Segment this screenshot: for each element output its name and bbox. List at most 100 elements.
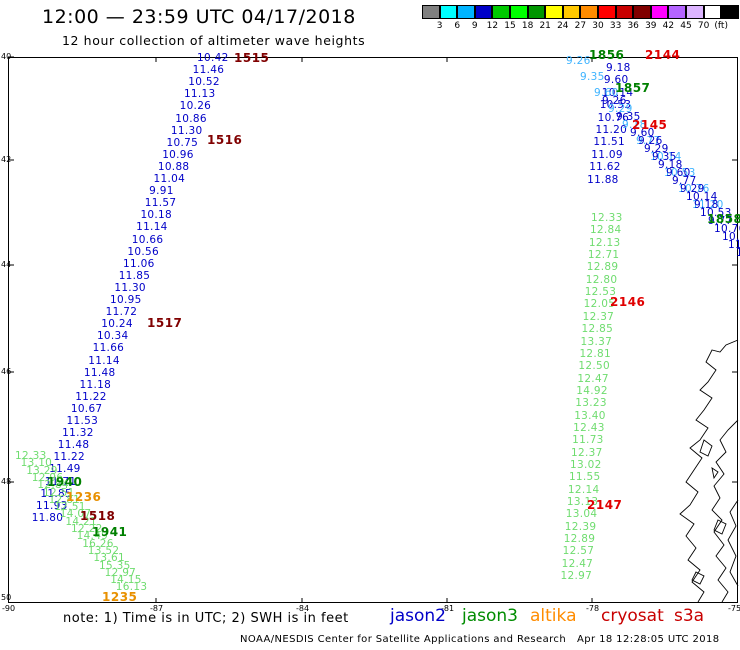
- jason2-swh-value: 11.20: [595, 124, 628, 136]
- jason2-swh-value: 10.86: [175, 112, 207, 125]
- jason2-swh-value: 11.46: [192, 64, 225, 77]
- time-label-1517: 1517: [147, 316, 183, 330]
- jason2-swh-value: 11.04: [153, 173, 186, 185]
- jason3-swh-value: 12.13: [588, 236, 621, 249]
- color-scale-labels: 3 6 9 12 15 18 21 24 27 30 33 36 39 42 45 70 (ft): [422, 21, 740, 35]
- jason2-swh-value: 9.18: [606, 62, 631, 74]
- legend-jason2: jason2: [390, 606, 446, 626]
- altika-swh-value: 12.97: [104, 566, 137, 579]
- altika-swh-value: 14.21: [65, 515, 97, 528]
- jason3-swh-value: 14.92: [576, 384, 608, 397]
- jason2-swh-value: 10.34: [96, 330, 129, 343]
- jason2-swh-value: 10.42: [197, 52, 229, 64]
- scale-label: 39: [645, 21, 657, 31]
- time-label-1518: 1518: [80, 509, 116, 523]
- track-swh-value: 9.60: [630, 127, 655, 139]
- jason2-swh-value: 11.80: [31, 511, 64, 524]
- track-swh-value: 11.20: [728, 239, 740, 251]
- jason3-swh-value: 13.23: [575, 397, 607, 410]
- scale-swatch: [439, 5, 458, 19]
- jason3-swh-value: 12.43: [573, 421, 605, 434]
- jason2-swh-value: 11.49: [49, 463, 81, 476]
- track-swh-value: 9.18: [694, 199, 719, 211]
- time-label-2147: 2147: [587, 498, 623, 512]
- lon-label: -84: [296, 604, 310, 613]
- jason2-swh-value: 10.56: [127, 245, 159, 258]
- altika-swh-value: 14.15: [110, 574, 142, 587]
- jason3-swh-value: 12.80: [585, 273, 618, 286]
- scale-swatch: [633, 5, 651, 19]
- jason3-swh-value: 12.05: [583, 298, 616, 311]
- jason2-swh-value: 11.51: [593, 136, 625, 149]
- jason2-swh-value: 11.06: [123, 257, 155, 270]
- time-label-1515: 1515: [234, 51, 270, 65]
- jason3-swh-value: 12.14: [567, 483, 600, 496]
- jason3-swh-value: 12.71: [587, 249, 620, 262]
- time-label-1856: 1856: [589, 48, 625, 62]
- track-swh-value: 10.76: [714, 223, 740, 235]
- scale-label: 6: [454, 21, 461, 31]
- altika-swh-value: 14.07: [59, 508, 92, 521]
- scale-label: 36: [627, 21, 639, 31]
- scale-label: 30: [592, 21, 604, 31]
- legend-s3a: s3a: [674, 606, 705, 626]
- generated-timestamp: Apr 18 12:28:05 UTC 2018: [577, 634, 720, 645]
- jason3-swh-value: 12.47: [577, 372, 609, 385]
- jason2-swh-value: 11.13: [183, 88, 216, 101]
- track-swh-value: 9.26: [602, 95, 627, 107]
- jason2-swh-value: 10.53: [599, 99, 632, 112]
- scale-label: 27: [574, 21, 587, 31]
- jason2-swh-value: 11.14: [136, 221, 168, 234]
- time-label-1940: 1940: [47, 475, 83, 489]
- jason3-swh-value: 12.89: [586, 261, 619, 274]
- time-label-1941: 1941: [92, 525, 128, 539]
- jason2-swh-value: 11.22: [75, 390, 107, 403]
- jason2-swh-value: 11.85: [118, 269, 151, 282]
- time-label-2145: 2145: [632, 118, 668, 132]
- scale-label: 12: [486, 21, 499, 31]
- track-swh-value: 9.35: [652, 151, 677, 163]
- track-swh-value: 9.29: [608, 103, 633, 115]
- jason2-swh-value: 10.14: [601, 86, 634, 99]
- jason3-swh-value: 12.39: [564, 520, 597, 533]
- jason2-swh-value: 10.88: [157, 160, 190, 173]
- time-label-2144: 2144: [645, 48, 681, 62]
- scale-swatch: [422, 5, 440, 19]
- jason3-swh-value: 13.02: [570, 459, 602, 471]
- time-label-1516: 1516: [207, 133, 243, 147]
- scale-swatch: [580, 5, 598, 19]
- time-label-2146: 2146: [610, 295, 646, 309]
- scale-swatch: [527, 5, 546, 19]
- scale-swatch: [650, 5, 669, 19]
- altika-swh-value: 16.26: [82, 537, 114, 550]
- scale-swatch: [703, 5, 722, 19]
- jason2-swh-value: 10.67: [70, 402, 103, 415]
- scale-label: 33: [609, 21, 622, 31]
- altika-swh-value: 15.35: [99, 559, 131, 572]
- scale-label: 9: [471, 21, 478, 31]
- jason2-swh-value: 10.95: [110, 294, 142, 306]
- lon-label: -75: [728, 604, 740, 613]
- altika-swh-value: 14.49: [76, 530, 109, 543]
- track-swh-value: 11.20: [692, 199, 724, 211]
- track-swh-value: 10.53: [736, 247, 740, 259]
- lon-label: -90: [2, 604, 16, 613]
- legend-altika: altika: [530, 606, 577, 626]
- jason3-swh-value: 12.53: [584, 286, 617, 299]
- jason3-swh-value: 12.85: [581, 323, 614, 336]
- map-plot-frame: [8, 57, 738, 603]
- jason3-swh-value: 13.13: [566, 496, 599, 509]
- scale-label: 15: [504, 21, 516, 31]
- lat-label: 50: [1, 593, 12, 602]
- track-swh-value: 10.53: [700, 207, 732, 219]
- jason2-swh-value: 11.93: [36, 499, 68, 512]
- lon-ticks: [155, 57, 593, 603]
- scale-label: 3: [436, 21, 443, 31]
- jason2-swh-value: 10.96: [162, 148, 194, 161]
- track-swh-value: 9.35: [580, 71, 605, 83]
- track-swh-value: 9.26: [638, 135, 663, 147]
- lat-label: 48: [1, 477, 12, 486]
- jason2-swh-value: 10.52: [188, 76, 220, 89]
- color-scale: [422, 5, 739, 19]
- track-swh-value: 9.26: [566, 55, 591, 67]
